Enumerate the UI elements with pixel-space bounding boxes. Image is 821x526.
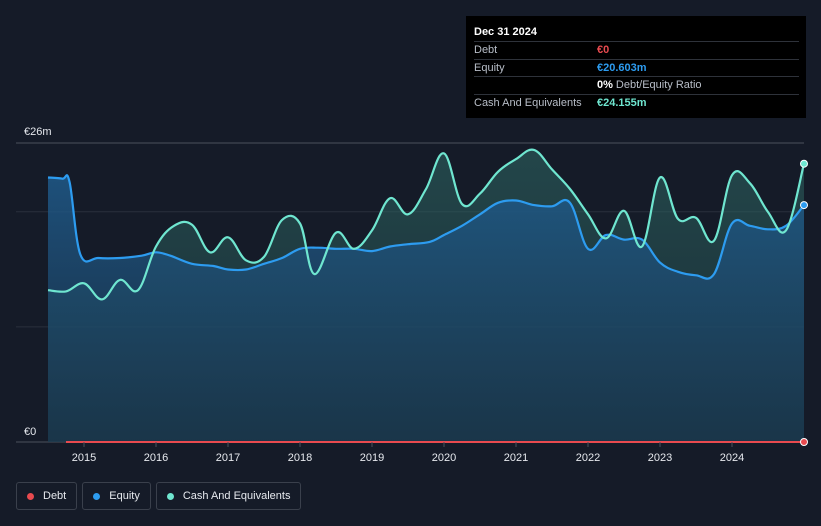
equity-end-marker [800, 201, 808, 210]
legend-item-debt[interactable]: Debt [16, 482, 78, 510]
tooltip-ratio-caption: Debt/Equity Ratio [615, 79, 702, 91]
legend-label: Cash And Equivalents [182, 490, 291, 502]
y-axis-top-label: €26m [24, 126, 52, 138]
cash-line [47, 148, 806, 301]
tooltip-row-equity: Equity €20.603m [474, 58, 799, 77]
tooltip-label: Debt [474, 44, 498, 56]
equity-line [47, 174, 805, 280]
x-tick-label: 2016 [144, 452, 168, 464]
legend-item-equity[interactable]: Equity [82, 482, 151, 510]
tooltip-label: Cash And Equivalents [474, 96, 582, 109]
x-tick-label: 2017 [216, 452, 240, 464]
equity-area [48, 175, 804, 442]
tooltip-ratio-value: 0% [597, 79, 613, 91]
series-areas [48, 149, 804, 442]
debt-end-marker [800, 438, 808, 446]
end-markers [800, 159, 808, 446]
legend-dot-icon [27, 492, 34, 500]
tooltip-debt-value: €0 [597, 44, 610, 56]
x-tick-label: 2021 [504, 452, 528, 464]
x-axis-ticks: 2015 2016 2017 2018 2019 2020 2021 2022 2023 2024 [72, 442, 744, 464]
x-tick-label: 2023 [648, 452, 672, 464]
series-lines [47, 148, 806, 443]
tooltip-equity-value: €20.603m [597, 61, 647, 74]
legend-dot-icon [166, 492, 174, 500]
legend-label: Equity [109, 490, 140, 502]
tooltip-panel: Dec 31 2024 Debt €0 Equity €20.603m 0% D… [466, 16, 806, 118]
tooltip-row-debt: Debt €0 [474, 41, 799, 59]
legend-dot-icon [93, 492, 101, 500]
chart-legend: Debt Equity Cash And Equivalents [16, 482, 302, 510]
cash-end-marker [800, 159, 808, 168]
x-tick-label: 2022 [576, 452, 600, 464]
x-tick-label: 2015 [72, 452, 96, 464]
tooltip-label [474, 77, 597, 94]
x-tick-label: 2024 [720, 452, 744, 464]
legend-item-cash[interactable]: Cash And Equivalents [155, 482, 302, 510]
x-tick-label: 2018 [288, 452, 312, 464]
x-tick-label: 2020 [432, 452, 456, 464]
legend-label: Debt [43, 490, 67, 502]
y-axis-bottom-label: €0 [24, 426, 36, 438]
tooltip-label: Equity [474, 61, 505, 74]
x-tick-label: 2019 [360, 452, 384, 464]
tooltip-cash-value: €24.155m [597, 96, 647, 109]
tooltip-row-ratio: 0% Debt/Equity Ratio [474, 76, 799, 94]
tooltip-row-cash: Cash And Equivalents €24.155m [474, 93, 799, 112]
tooltip-date: Dec 31 2024 [474, 26, 537, 38]
